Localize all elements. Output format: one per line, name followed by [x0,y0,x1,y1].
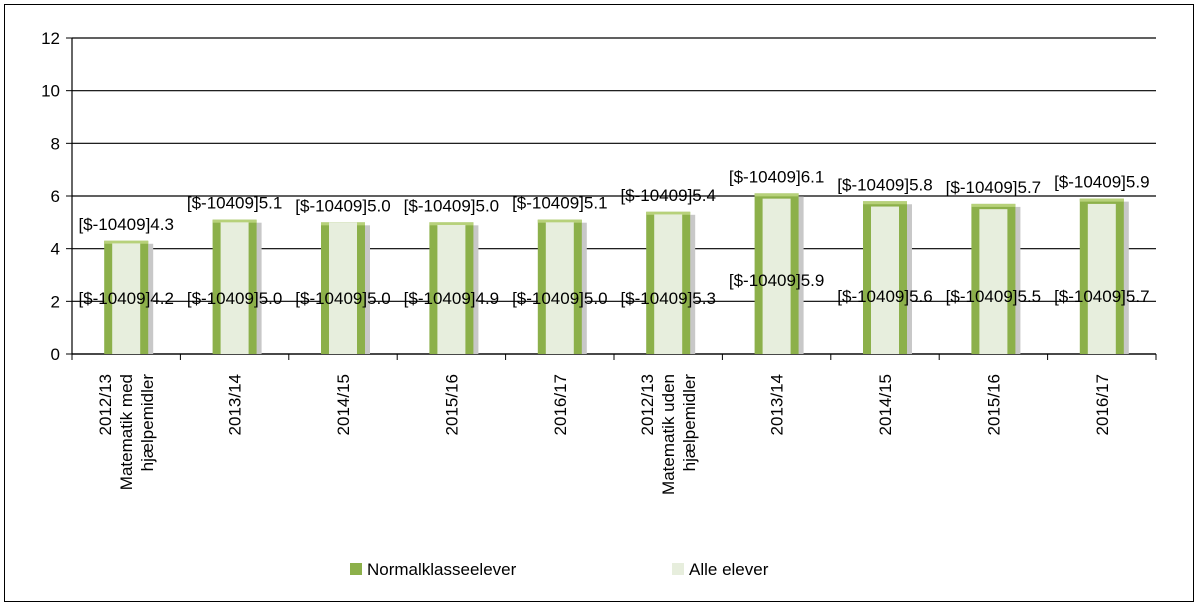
x-category-label: 2015/16 [984,374,1003,435]
x-category-line: hjælpemidler [680,374,699,472]
legend-label: Alle elever [689,560,769,579]
bar-highlight [429,222,474,226]
bar-alle-elever [112,243,141,354]
legend-swatch [350,563,362,575]
data-label-alle-elever: [$-10409]4.2 [78,289,173,308]
x-category-label: 2014/15 [876,374,895,435]
bar-alle-elever [979,209,1008,354]
data-label-normalklasseelever: [$-10409]6.1 [729,167,824,186]
x-category-line: 2012/13 [638,374,657,435]
bar-highlight [971,203,1016,207]
data-label-normalklasseelever: [$-10409]5.1 [187,194,282,213]
data-label-normalklasseelever: [$-10409]5.7 [946,178,1041,197]
x-category-line: hjælpemidler [138,374,157,472]
bar-alle-elever [329,222,357,354]
bar-alle-elever [545,222,574,354]
x-category-label: 2012/13 Matematik med hjælpemidler [96,374,157,491]
legend-swatch [672,563,684,575]
x-category-line: 2012/13 [96,374,115,435]
data-label-alle-elever: [$-10409]5.0 [512,289,607,308]
data-label-normalklasseelever: [$-10409]5.0 [295,196,390,215]
bar-highlight [863,201,907,205]
bar-alle-elever [220,222,249,354]
x-category-line: 2016/17 [551,374,570,435]
x-category-line: 2015/16 [442,374,461,435]
data-label-normalklasseelever: [$-10409]4.3 [78,215,173,234]
x-category-label: 2016/17 [1093,374,1112,435]
data-label-alle-elever: [$-10409]5.5 [946,287,1041,306]
bar-highlight [104,240,149,244]
x-category-label: 2012/13 Matematik uden hjælpemidler [638,374,699,495]
x-category-line: 2014/15 [876,374,895,435]
x-category-label: 2016/17 [551,374,570,435]
x-category-label: 2015/16 [442,374,461,435]
data-label-normalklasseelever: [$-10409]5.8 [837,175,932,194]
bar-highlight [1079,198,1124,202]
x-category-label: 2013/14 [226,374,245,435]
bar-highlight [754,193,799,197]
y-tick-label: 2 [51,292,60,311]
x-category-label: 2014/15 [334,374,353,435]
x-category-label: 2013/14 [768,374,787,435]
data-label-alle-elever: [$-10409]5.7 [1054,287,1149,306]
data-label-alle-elever: [$-10409]5.9 [729,271,824,290]
data-label-normalklasseelever: [$-10409]5.4 [620,186,715,205]
data-label-alle-elever: [$-10409]4.9 [404,289,499,308]
y-tick-label: 8 [51,134,60,153]
data-label-normalklasseelever: [$-10409]5.0 [404,196,499,215]
bar-alle-elever [1087,203,1116,354]
bar-highlight [537,219,582,223]
data-label-normalklasseelever: [$-10409]5.9 [1054,173,1149,192]
bar-alle-elever [871,206,899,354]
x-category-line: 2015/16 [984,374,1003,435]
data-label-alle-elever: [$-10409]5.0 [295,289,390,308]
data-label-alle-elever: [$-10409]5.6 [837,287,932,306]
y-tick-label: 12 [41,29,60,48]
data-label-normalklasseelever: [$-10409]5.1 [512,194,607,213]
x-category-line: 2013/14 [226,374,245,435]
x-category-line: 2016/17 [1093,374,1112,435]
bar-highlight [212,219,257,223]
bar-alle-elever [437,224,466,354]
x-category-line: Matematik uden [659,374,678,495]
y-tick-label: 4 [51,240,60,259]
x-category-line: 2014/15 [334,374,353,435]
data-label-alle-elever: [$-10409]5.0 [187,289,282,308]
y-tick-label: 10 [41,82,60,101]
bar-highlight [646,211,691,215]
y-tick-label: 6 [51,187,60,206]
bar-alle-elever [762,198,791,354]
bar-alle-elever [654,214,683,354]
y-tick-label: 0 [51,345,60,364]
x-category-line: 2013/14 [768,374,787,435]
x-category-line: Matematik med [117,374,136,490]
legend-label: Normalklasseelever [367,560,517,579]
data-label-alle-elever: [$-10409]5.3 [620,289,715,308]
